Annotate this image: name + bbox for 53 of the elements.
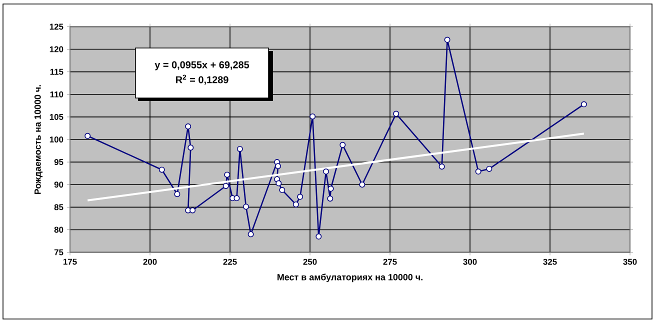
point: [158, 166, 165, 173]
annotation: R$^{2}$ = 0,1289: [176, 74, 228, 85]
point: [190, 207, 196, 214]
y-axis-title: Рождаемость на 10000 ч.: [34, 84, 43, 194]
point: [486, 166, 492, 172]
x-tick-label: 200: [143, 258, 157, 265]
point: [359, 182, 366, 188]
point: [323, 168, 330, 175]
point: [327, 196, 334, 202]
x-tick-label: 225: [223, 258, 237, 265]
point: [475, 168, 482, 175]
x-tick-label: 275: [383, 258, 397, 265]
y-tick-label: 100: [50, 136, 64, 142]
point: [279, 187, 286, 194]
point: [248, 231, 254, 238]
point: [444, 36, 450, 43]
point: [236, 146, 243, 152]
point: [185, 123, 192, 130]
x-tick-label: 250: [303, 258, 317, 265]
x-tick-label: 325: [543, 258, 557, 265]
y-tick-label: 85: [54, 204, 64, 210]
y-tick-label: 115: [50, 68, 64, 75]
y-tick-label: 105: [50, 114, 64, 120]
point: [580, 101, 587, 108]
annotation: y = 0,0955x + 69,285: [154, 61, 250, 70]
point: [297, 194, 304, 200]
point: [174, 191, 180, 198]
point: [340, 142, 346, 148]
x-tick-label: 175: [63, 258, 77, 265]
point: [275, 163, 282, 170]
point: [310, 113, 316, 120]
y-tick-label: 125: [50, 24, 64, 30]
y-tick-label: 95: [54, 159, 64, 166]
point: [276, 180, 282, 186]
point: [393, 110, 400, 117]
y-tick-label: 120: [50, 46, 64, 52]
point: [222, 182, 229, 189]
x-axis-title: Мест в амбулаториях на 10000 ч.: [278, 274, 422, 282]
point: [292, 201, 299, 208]
y-tick-label: 80: [54, 226, 64, 233]
point: [224, 172, 230, 178]
point: [243, 204, 250, 210]
y-tick-label: 75: [54, 249, 64, 256]
point: [234, 195, 240, 202]
y-tick-label: 110: [50, 91, 64, 98]
x-tick-label: 300: [463, 258, 477, 265]
point: [188, 144, 194, 151]
point: [316, 234, 322, 240]
point: [328, 186, 334, 192]
point: [84, 132, 91, 139]
y-tick-label: 90: [54, 182, 64, 188]
point: [438, 164, 445, 170]
x-tick-label: 350: [623, 258, 637, 265]
